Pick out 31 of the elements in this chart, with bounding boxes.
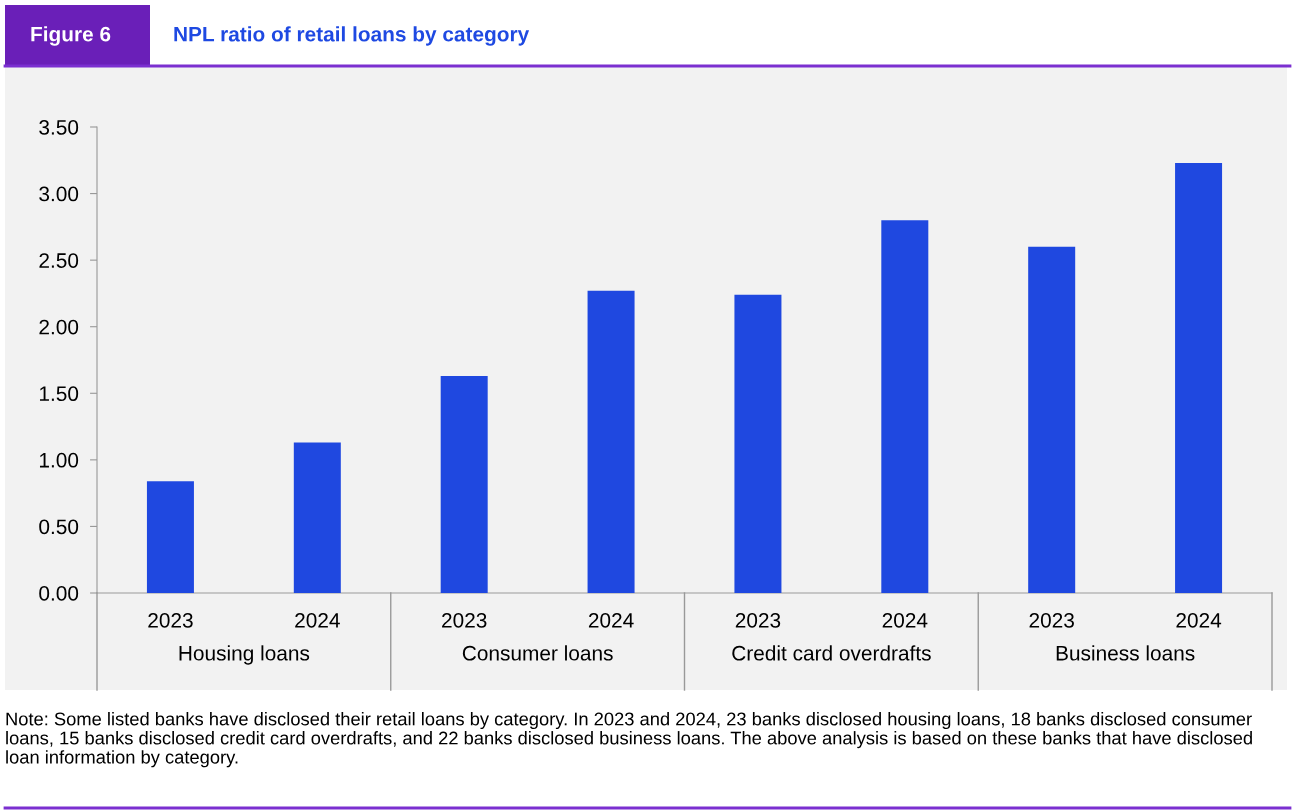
chart-title: Figure 6 xyxy=(31,26,111,46)
bar xyxy=(1028,246,1076,593)
bar xyxy=(293,442,341,593)
text: Consumer loans xyxy=(462,645,613,661)
x-tick-label: 2024 xyxy=(588,612,634,628)
x-tick-label: 2023 xyxy=(442,612,487,628)
x-tick-label: 2023 xyxy=(1029,612,1074,628)
text: Note: Some listed banks have disclosed their retail loans by category. In 2023 and 2024, 23 banks disclosed housing loans, 18 banks disclosed consumer loans, 15 banks disclosed credit card overdrafts, and 22 banks disclosed business loans. The above analysis is based on these banks that have disclosed loan information by category. xyxy=(6,712,1252,768)
bar xyxy=(734,294,782,593)
bar xyxy=(1175,162,1223,593)
text: Business loans xyxy=(1056,645,1195,661)
bar xyxy=(146,481,194,593)
bar xyxy=(587,290,635,593)
y-tick-label: 1.50 xyxy=(39,386,79,402)
x-tick-label: 2023 xyxy=(148,612,193,628)
bar xyxy=(440,375,488,593)
y-tick-label: 2.50 xyxy=(39,253,79,268)
y-tick-label: 0.00 xyxy=(39,586,79,601)
y-tick-label: 0.50 xyxy=(39,519,79,535)
x-tick-label: 2024 xyxy=(882,612,928,628)
text: Housing loans xyxy=(179,645,310,665)
chart-subtitle: NPL ratio of retail loans by category xyxy=(174,26,530,46)
text: Credit card overdrafts xyxy=(732,645,931,661)
y-tick-label: 1.00 xyxy=(39,452,79,468)
y-tick-label: 3.00 xyxy=(39,186,79,202)
y-tick-label: 3.50 xyxy=(39,120,79,135)
x-tick-label: 2024 xyxy=(1176,612,1222,628)
x-tick-label: 2023 xyxy=(735,612,781,628)
bar xyxy=(881,220,929,593)
x-tick-label: 2024 xyxy=(295,612,340,628)
y-tick-label: 2.00 xyxy=(39,319,79,335)
